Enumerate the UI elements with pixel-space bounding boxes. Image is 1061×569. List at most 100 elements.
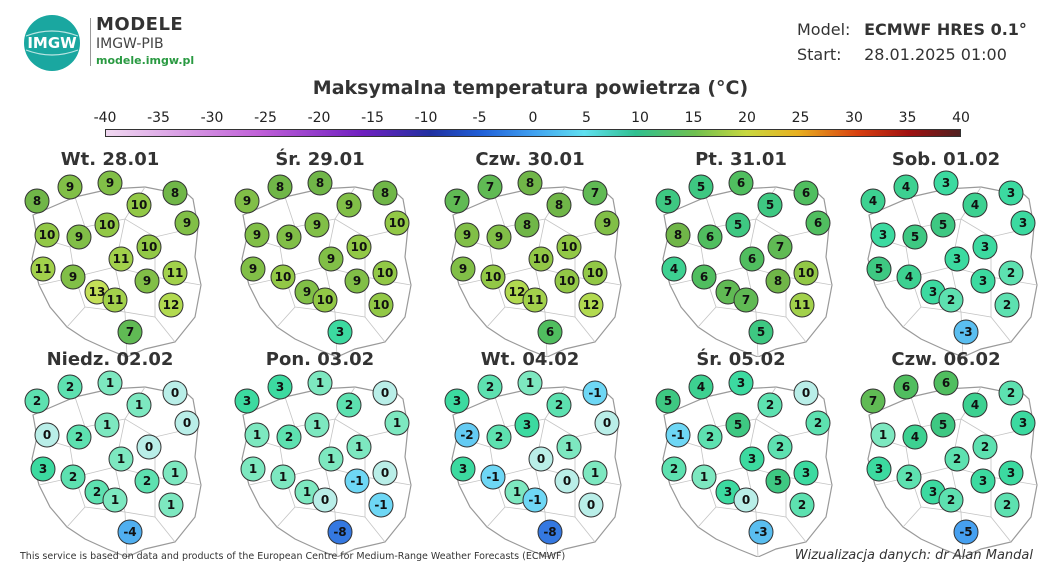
temperature-color-scale: -40 -35 -30 -25 -20 -15 -10 -5 0 5 10 15 20 25 30 35 40 — [94, 110, 970, 140]
temperature-bubble — [805, 210, 831, 236]
station-temperature-marker: 1 — [158, 492, 184, 518]
scale-tick: 0 — [528, 110, 538, 126]
temperature-bubble — [34, 222, 60, 248]
station-temperature-marker: 5 — [765, 468, 791, 494]
temperature-value: 8 — [381, 186, 389, 200]
temperature-value: 2 — [814, 416, 822, 430]
temperature-bubble — [866, 456, 892, 482]
temperature-value: 1 — [135, 398, 143, 412]
temperature-value: 8 — [171, 186, 179, 200]
station-temperature-marker: 5 — [725, 412, 751, 438]
station-temperature-marker: 6 — [933, 370, 959, 396]
temperature-bubble — [767, 234, 793, 260]
station-temperature-marker: 9 — [486, 224, 512, 250]
temperature-bubble — [1010, 210, 1036, 236]
temperature-value: 2 — [1007, 386, 1015, 400]
temperature-value: 12 — [583, 298, 600, 312]
temperature-value: 0 — [537, 452, 545, 466]
temperature-bubble — [384, 210, 410, 236]
temperature-value: 8 — [276, 180, 284, 194]
station-temperature-marker: 3 — [870, 222, 896, 248]
temperature-bubble — [134, 468, 160, 494]
temperature-value: -8 — [543, 525, 556, 539]
temperature-bubble — [655, 188, 681, 214]
temperature-value: 2 — [93, 485, 101, 499]
station-temperature-marker: 1 — [108, 446, 134, 472]
temperature-bubble — [454, 422, 480, 448]
temperature-bubble — [270, 264, 296, 290]
temperature-bubble — [34, 422, 60, 448]
station-temperature-marker: 2 — [944, 446, 970, 472]
site-url[interactable]: modele.imgw.pl — [96, 54, 195, 67]
temperature-value: 9 — [183, 216, 191, 230]
temperature-value: 4 — [971, 198, 979, 212]
temperature-bubble — [866, 256, 892, 282]
temperature-value: 7 — [869, 394, 877, 408]
temperature-bubble — [546, 192, 572, 218]
temperature-bubble — [582, 460, 608, 486]
temperature-value: 1 — [313, 418, 321, 432]
temperature-value: 2 — [66, 380, 74, 394]
temperature-value: 8 — [523, 218, 531, 232]
station-temperature-marker: -1 — [522, 487, 548, 513]
temperature-bubble — [728, 370, 754, 396]
temperature-bubble — [450, 256, 476, 282]
region-border — [785, 316, 807, 343]
temperature-bubble — [522, 287, 548, 313]
temperature-bubble — [60, 264, 86, 290]
temperature-value: 1 — [111, 493, 119, 507]
station-temperature-marker: 8 — [665, 222, 691, 248]
temperature-bubble — [162, 460, 188, 486]
station-temperature-marker: 9 — [174, 210, 200, 236]
scale-tick: -25 — [254, 110, 277, 126]
temperature-value: 2 — [776, 440, 784, 454]
temperature-bubble — [174, 410, 200, 436]
temperature-bubble — [276, 224, 302, 250]
station-temperature-marker: 0 — [174, 410, 200, 436]
temperature-value: -4 — [123, 525, 136, 539]
temperature-bubble — [102, 287, 128, 313]
scale-tick: 30 — [845, 110, 863, 126]
temperature-bubble — [477, 374, 503, 400]
station-temperature-marker: 2 — [477, 374, 503, 400]
temperature-bubble — [514, 212, 540, 238]
temperature-value: 9 — [345, 198, 353, 212]
station-temperature-marker: 11 — [108, 246, 134, 272]
station-temperature-marker: 2 — [546, 392, 572, 418]
temperature-value: 0 — [145, 440, 153, 454]
temperature-bubble — [962, 192, 988, 218]
temperature-value: 3 — [453, 394, 461, 408]
temperature-value: 1 — [355, 440, 363, 454]
temperature-bubble — [372, 460, 398, 486]
station-temperature-marker: 10 — [556, 234, 582, 260]
temperature-bubble — [733, 487, 759, 513]
temperature-value: 1 — [103, 418, 111, 432]
source-note: This service is based on data and produc… — [20, 551, 566, 562]
temperature-bubble — [267, 374, 293, 400]
map-day-title: Śr. 29.01 — [275, 149, 365, 170]
temperature-value: 3 — [879, 228, 887, 242]
temperature-value: 10 — [587, 266, 604, 280]
station-temperature-marker: 9 — [336, 192, 362, 218]
station-temperature-marker: 3 — [1010, 210, 1036, 236]
temperature-value: -2 — [460, 428, 473, 442]
temperature-bubble — [66, 424, 92, 450]
brand-name: MODELE — [96, 14, 184, 35]
temperature-bubble — [57, 374, 83, 400]
temperature-value: 6 — [748, 252, 756, 266]
station-temperature-marker: 3 — [972, 234, 998, 260]
station-temperature-marker: 10 — [554, 268, 580, 294]
station-temperature-marker: 6 — [893, 374, 919, 400]
temperature-value: -1 — [671, 428, 684, 442]
station-temperature-marker: 6 — [537, 319, 563, 345]
scale-tick: -20 — [307, 110, 331, 126]
temperature-value: 3 — [979, 474, 987, 488]
temperature-bubble — [318, 246, 344, 272]
station-temperature-marker: 5 — [655, 388, 681, 414]
temperature-value: 7 — [776, 240, 784, 254]
model-value: ECMWF HRES 0.1° — [864, 20, 1027, 39]
temperature-value: 10 — [373, 298, 390, 312]
temperature-value: 3 — [929, 285, 937, 299]
temperature-value: 10 — [351, 240, 368, 254]
